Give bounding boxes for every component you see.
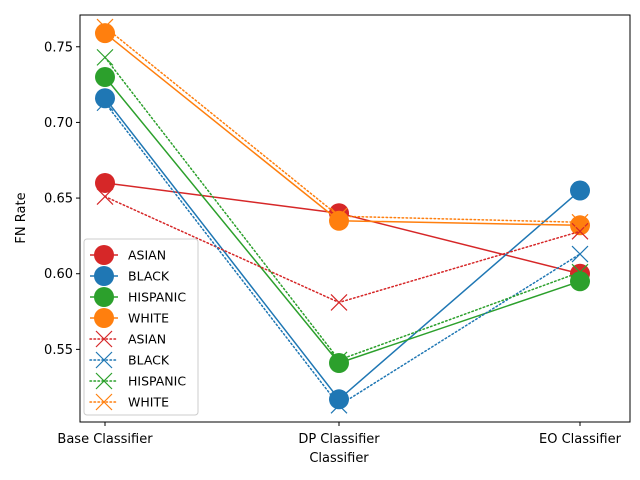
data-point: [329, 389, 349, 410]
legend-label: HISPANIC: [128, 374, 186, 389]
y-tick-label: 0.60: [44, 267, 73, 282]
legend-label: WHITE: [128, 395, 169, 410]
legend-marker: [95, 372, 113, 390]
legend-entry: BLACK: [89, 351, 170, 369]
data-point: [570, 215, 590, 236]
y-axis-label: FN Rate: [14, 192, 29, 243]
legend-label: WHITE: [128, 311, 169, 326]
data-point: [571, 213, 589, 231]
legend-entry: HISPANIC: [89, 372, 186, 390]
y-tick-label: 0.70: [44, 116, 73, 131]
data-point: [571, 263, 589, 281]
series-line: [104, 102, 581, 407]
legend-marker: [95, 330, 113, 348]
data-point: [96, 48, 114, 66]
series-hispanic-solid: [95, 67, 590, 373]
plot-frame: [79, 14, 631, 423]
y-tick-label: 0.55: [44, 343, 73, 358]
data-point: [96, 18, 114, 36]
data-point: [571, 222, 589, 240]
data-point: [570, 180, 590, 201]
legend-entry: ASIAN: [90, 245, 166, 265]
legend-box: [83, 238, 199, 416]
legend-marker: [94, 308, 114, 328]
legend-entry: HISPANIC: [90, 287, 186, 307]
data-point: [330, 396, 348, 414]
data-point: [95, 172, 115, 193]
legend-entry: ASIAN: [89, 330, 166, 348]
legend-marker: [95, 351, 113, 369]
legend-label: ASIAN: [128, 332, 166, 347]
data-point: [329, 352, 349, 373]
data-point: [95, 23, 115, 44]
data-point: [329, 210, 349, 231]
x-axis-label: Classifier: [309, 451, 369, 466]
legend-label: BLACK: [128, 353, 170, 368]
series-line: [104, 56, 581, 361]
legend-marker: [94, 245, 114, 265]
data-point: [570, 271, 590, 292]
series-asian-dotted: [96, 188, 589, 311]
data-point: [95, 88, 115, 109]
series-black-solid: [95, 88, 590, 410]
data-point: [571, 245, 589, 263]
data-point: [95, 67, 115, 88]
series-layer: [95, 18, 590, 414]
legend-label: BLACK: [128, 269, 170, 284]
legend-entry: WHITE: [89, 393, 169, 411]
data-point: [330, 207, 348, 225]
data-point: [96, 188, 114, 205]
data-point: [330, 294, 348, 311]
x-tick-label: EO Classifier: [539, 432, 622, 447]
legend-label: ASIAN: [128, 248, 166, 263]
legend-marker: [94, 287, 114, 307]
legend-label: HISPANIC: [128, 290, 186, 305]
legend: ASIAN BLACK HISPANIC WHITE ASIAN BLACK HISPANI…: [83, 238, 199, 416]
series-black-dotted: [96, 94, 589, 414]
series-white-dotted: [96, 18, 589, 231]
y-tick-label: 0.65: [44, 192, 73, 207]
x-tick-label: Base Classifier: [57, 432, 153, 447]
legend-marker: [94, 266, 114, 286]
data-point: [330, 351, 348, 369]
series-hispanic-dotted: [96, 48, 589, 369]
legend-marker: [95, 393, 113, 411]
legend-entry: BLACK: [90, 266, 170, 286]
data-point: [96, 94, 114, 112]
legend-entry: WHITE: [90, 308, 169, 328]
x-tick-label: DP Classifier: [298, 432, 380, 447]
y-tick-label: 0.75: [44, 40, 73, 55]
ticks-layer: 0.55 0.60 0.65 0.70 0.75 Base Classifier DP Cl…: [44, 40, 622, 447]
